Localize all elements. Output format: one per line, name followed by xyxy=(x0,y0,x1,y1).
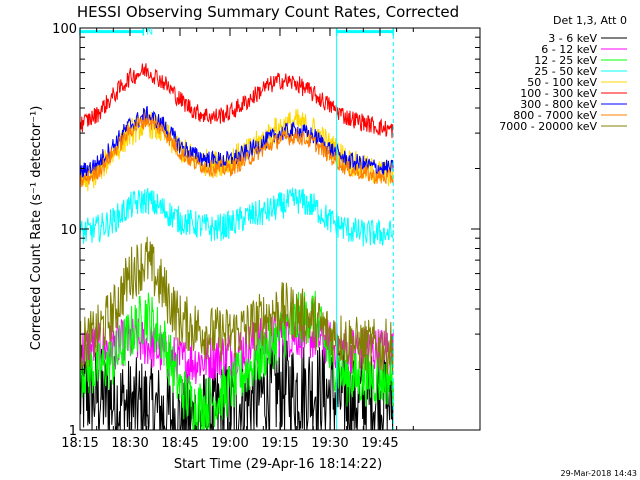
legend-label: 12 - 25 keV xyxy=(534,54,597,67)
x-tick-label: 18:15 xyxy=(61,436,98,451)
legend-label: 7000 - 20000 keV xyxy=(499,120,597,133)
series-line xyxy=(79,290,394,431)
night-marker: N xyxy=(146,28,153,38)
series-7000-20000-kev xyxy=(79,236,394,375)
series-line xyxy=(79,113,394,189)
series-25-50-kev xyxy=(79,187,394,247)
footer-timestamp: 29-Mar-2018 14:43 xyxy=(561,469,638,478)
series-line xyxy=(79,63,394,139)
legend-label: 50 - 100 keV xyxy=(527,76,597,89)
x-tick-label: 18:45 xyxy=(161,436,198,451)
y-tick-label: 100 xyxy=(52,22,77,37)
series-12-25-kev xyxy=(79,290,394,431)
legend-label: 800 - 7000 keV xyxy=(513,109,597,122)
axis-layer: 18:15 18:30 18:45 19:00 19:15 19:30 19:45 1 10 10… xyxy=(52,22,480,451)
series-line xyxy=(79,187,394,247)
y-axis-label: Corrected Count Rate (s⁻¹ detector⁻¹) xyxy=(29,106,44,351)
legend-label: 3 - 6 keV xyxy=(548,32,597,45)
x-tick-label: 19:30 xyxy=(311,436,348,451)
x-tick-label: 19:15 xyxy=(261,436,298,451)
series-100-300-kev xyxy=(79,63,394,139)
series-line xyxy=(79,109,394,197)
y-tick-label: 10 xyxy=(60,223,77,238)
legend-label: 6 - 12 keV xyxy=(541,43,597,56)
series-800-7000-kev xyxy=(79,113,394,189)
legend-label: 100 - 300 keV xyxy=(520,87,597,100)
series-50-100-kev xyxy=(79,109,394,197)
legend-label: 300 - 800 keV xyxy=(520,98,597,111)
x-axis-label: Start Time (29-Apr-16 18:14:22) xyxy=(174,457,382,472)
series-line xyxy=(79,236,394,375)
chart-title: HESSI Observing Summary Count Rates, Cor… xyxy=(77,3,459,21)
series-line xyxy=(79,105,394,179)
x-tick-label: 19:00 xyxy=(211,436,248,451)
x-tick-label: 19:45 xyxy=(361,436,398,451)
legend-header: Det 1,3, Att 0 xyxy=(553,14,627,27)
legend-label: 25 - 50 keV xyxy=(534,65,597,78)
series-300-800-kev xyxy=(79,105,394,179)
x-tick-label: 18:30 xyxy=(111,436,148,451)
data-series-layer xyxy=(79,63,394,431)
y-tick-label: 1 xyxy=(69,424,77,439)
